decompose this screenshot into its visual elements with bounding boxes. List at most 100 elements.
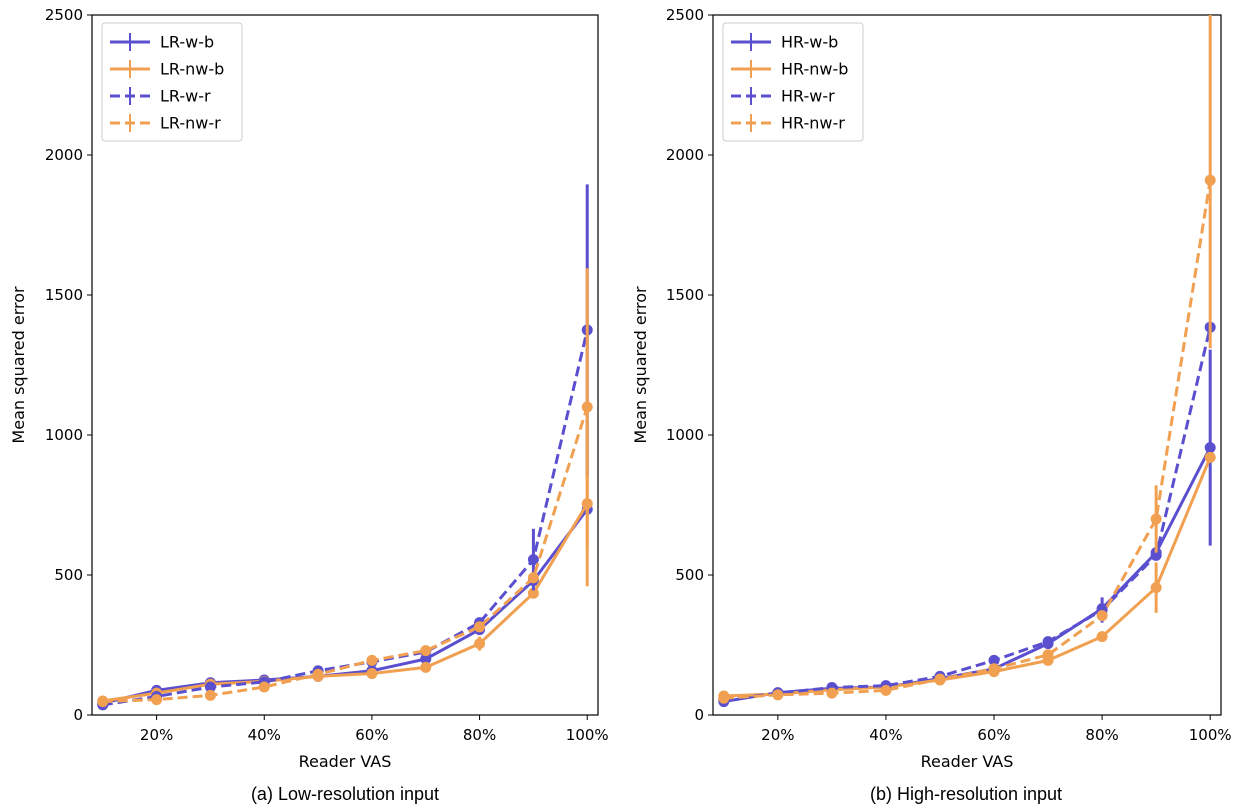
y-tick-label: 1500 (666, 286, 704, 304)
y-tick-label: 2500 (45, 6, 83, 24)
series-line (102, 406, 589, 704)
x-tick-label: 100% (566, 726, 609, 744)
legend-box (722, 22, 864, 142)
data-point (988, 663, 1000, 675)
data-point (1204, 451, 1216, 463)
legend: HR-w-b HR-nw-b HR-w-r HR-nw-r (722, 22, 864, 142)
series-LR-nw-b (97, 421, 593, 707)
data-point (772, 689, 784, 701)
x-tick-label: 20% (761, 726, 794, 744)
legend-item-HR-nw-r: HR-nw-r (731, 114, 845, 133)
y-tick-label: 0 (694, 706, 704, 724)
x-tick-label: 80% (1085, 726, 1118, 744)
legend-box (101, 22, 243, 142)
x-tick-label: 100% (1189, 726, 1232, 744)
y-tick-label: 500 (54, 566, 83, 584)
data-point (366, 654, 378, 666)
x-tick-label: 60% (977, 726, 1010, 744)
data-point (366, 668, 378, 680)
x-tick-label: 80% (463, 726, 496, 744)
data-point (880, 684, 892, 696)
legend-label: HR-nw-r (781, 114, 845, 133)
data-point (258, 681, 270, 693)
y-tick-label: 500 (675, 566, 704, 584)
data-point (934, 673, 946, 685)
data-point (1204, 174, 1216, 186)
series-line (102, 329, 589, 707)
data-point (420, 645, 432, 657)
data-point (581, 401, 593, 413)
legend-label: HR-nw-b (781, 60, 848, 79)
data-point (97, 696, 109, 708)
data-point (1150, 513, 1162, 525)
data-point (420, 661, 432, 673)
y-tick-label: 2500 (666, 6, 704, 24)
x-tick-label: 20% (140, 726, 173, 744)
data-point (474, 638, 486, 650)
panel-caption: (a) Low-resolution input (251, 784, 439, 804)
x-axis-label: Reader VAS (921, 752, 1014, 771)
legend-item-HR-w-r: HR-w-r (731, 87, 835, 106)
data-point (826, 687, 838, 699)
y-tick-label: 0 (73, 706, 83, 724)
series-line (723, 326, 1212, 702)
legend-label: LR-nw-r (160, 114, 221, 133)
panel-caption: (b) High-resolution input (870, 784, 1062, 804)
plot-area (718, 15, 1216, 708)
series-line (102, 502, 589, 703)
series-HR-nw-b (718, 451, 1216, 702)
y-tick-label: 1000 (45, 426, 83, 444)
series-line (723, 179, 1212, 700)
data-point (527, 554, 539, 566)
series-HR-w-b (718, 349, 1216, 708)
data-point (1042, 649, 1054, 661)
plot-area (97, 184, 593, 711)
series-line (723, 456, 1212, 698)
data-point (474, 621, 486, 633)
data-point (718, 692, 730, 704)
legend-item-LR-w-r: LR-w-r (110, 87, 211, 106)
y-tick-label: 2000 (45, 146, 83, 164)
legend-label: LR-w-r (160, 87, 211, 106)
data-point (151, 694, 163, 706)
x-axis-label: Reader VAS (299, 752, 392, 771)
data-point (1150, 549, 1162, 561)
x-tick-label: 40% (248, 726, 281, 744)
legend-item-HR-nw-b: HR-nw-b (731, 60, 848, 79)
data-point (1096, 631, 1108, 643)
axes-frame (91, 14, 599, 716)
legend-label: LR-nw-b (160, 60, 224, 79)
y-axis-label: Mean squared error (631, 286, 650, 444)
data-point (204, 681, 216, 693)
legend-item-LR-nw-b: LR-nw-b (110, 60, 224, 79)
x-tick-label: 60% (355, 726, 388, 744)
data-point (1096, 610, 1108, 622)
panel-low-resolution: 0 500 1000 1500 2000 2500 20% 40% 60% 80% 100% Read… (9, 6, 609, 804)
data-point (988, 654, 1000, 666)
y-axis-label: Mean squared error (9, 286, 28, 444)
legend: LR-w-b LR-nw-b LR-w-r LR-nw-r (101, 22, 243, 142)
series-LR-w-r (97, 184, 593, 711)
series-LR-nw-r (97, 268, 593, 708)
data-point (312, 668, 324, 680)
axes-frame (712, 14, 1222, 716)
y-tick-label: 1500 (45, 286, 83, 304)
x-tick-label: 40% (869, 726, 902, 744)
y-tick-label: 1000 (666, 426, 704, 444)
data-point (1150, 582, 1162, 594)
legend-label: LR-w-b (160, 33, 214, 52)
panel-high-resolution: 0 500 1000 1500 2000 2500 20% 40% 60% 80% 100% Read… (631, 6, 1232, 804)
series-HR-nw-r (718, 15, 1216, 704)
legend-item-LR-nw-r: LR-nw-r (110, 114, 221, 133)
data-point (204, 689, 216, 701)
series-HR-w-r (718, 321, 1216, 706)
data-point (527, 587, 539, 599)
legend-label: HR-w-r (781, 87, 835, 106)
data-point (527, 572, 539, 584)
legend-item-LR-w-b: LR-w-b (110, 33, 214, 52)
legend-item-HR-w-b: HR-w-b (731, 33, 838, 52)
y-tick-label: 2000 (666, 146, 704, 164)
data-point (1204, 442, 1216, 454)
legend-label: HR-w-b (781, 33, 838, 52)
